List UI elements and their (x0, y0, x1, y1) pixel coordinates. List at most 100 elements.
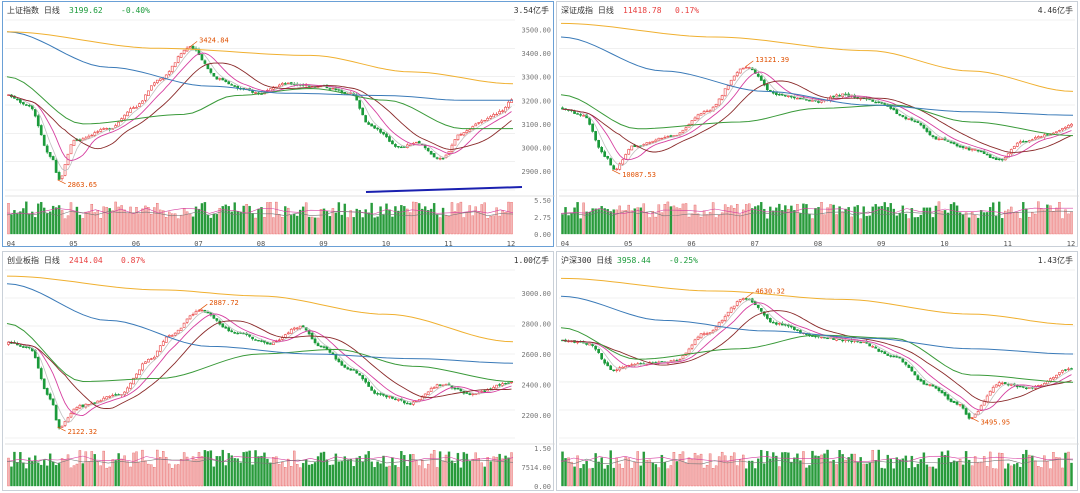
volume-bar (814, 455, 817, 487)
month-tick-label: 09 (877, 240, 885, 248)
volume-bar (138, 462, 141, 487)
volume-bar (242, 205, 245, 235)
volume-bar (841, 454, 844, 487)
volume-bar (597, 209, 600, 235)
candle-body (224, 326, 228, 329)
volume-bar (66, 215, 70, 235)
volume-bar (1052, 452, 1055, 487)
candle-body (99, 129, 103, 132)
volume-bar (645, 460, 649, 487)
candle-body (907, 118, 911, 120)
candle-body (774, 92, 778, 95)
chart-panel-szse-component[interactable]: 深证成指 日线 11418.78 0.17% 4.46亿手 13121.39 10087.… (556, 1, 1079, 248)
candle-body (212, 73, 216, 77)
candle-body (394, 144, 397, 147)
candle-body (777, 322, 781, 325)
candle-body (114, 394, 117, 396)
volume-bar (609, 450, 612, 487)
candle-body (426, 148, 430, 152)
candle-body (313, 338, 317, 344)
volume-bar (1028, 454, 1031, 487)
candle-body (269, 88, 272, 92)
volume-bar (573, 466, 576, 487)
candle-body (777, 93, 781, 96)
candle-body (254, 339, 257, 341)
candle-body (841, 339, 844, 342)
y-tick-label: 3500.00 (521, 26, 551, 34)
volume-bar (1067, 213, 1070, 235)
volume-bar (293, 450, 296, 487)
candle-body (588, 343, 591, 346)
candle-body (227, 81, 231, 85)
volume-bar (34, 455, 37, 487)
volume-bar (907, 218, 911, 235)
volume-bar (477, 458, 480, 487)
candle-body (358, 100, 362, 109)
candle-body (254, 92, 257, 94)
candle-body (96, 131, 100, 133)
candle-body (453, 139, 457, 146)
candle-body (627, 149, 631, 155)
candle-body (702, 111, 706, 114)
candle-body (286, 332, 290, 335)
volume-bar (10, 466, 13, 487)
candle-body (1000, 382, 1004, 385)
volume-bar (1004, 468, 1007, 487)
volume-bar (209, 217, 213, 235)
candle-body (278, 339, 281, 341)
volume-bar (787, 452, 790, 487)
candle-body (612, 369, 616, 372)
volume-tick-label: 1.50 (534, 445, 551, 453)
candle-body (997, 158, 1001, 160)
chart-panel-chinext[interactable]: 创业板指 日线 2414.04 0.87% 1.00亿手 3000.00 2800.00 2… (2, 251, 555, 491)
candle-body (714, 326, 718, 331)
volume-bar (245, 203, 248, 235)
candle-body (465, 130, 469, 134)
volume-bar (1022, 454, 1025, 487)
volume-bar (681, 203, 685, 235)
volume-bar (1007, 209, 1010, 235)
candle-body (732, 305, 736, 309)
candle-body (723, 316, 727, 321)
month-tick-label: 08 (257, 240, 265, 248)
candle-body (120, 118, 123, 122)
candle-body (684, 127, 688, 131)
volume-bar (218, 207, 222, 235)
volume-bar (99, 465, 102, 487)
volume-bar (726, 460, 730, 487)
volume-bar (310, 464, 314, 487)
volume-bar (376, 461, 379, 487)
chart-panel-sse-composite[interactable]: 上证指数 日线 3199.62 -0.40% 3.54亿手 3500.00 3400.00… (2, 1, 555, 248)
volume-bar (898, 459, 902, 487)
candle-body (105, 396, 109, 400)
ma120-line (6, 31, 513, 101)
volume-bar (811, 450, 814, 487)
volume-bar (988, 207, 992, 235)
volume-bar (823, 214, 826, 235)
volume-bar (913, 467, 917, 487)
candle-body (597, 349, 601, 353)
volume-bar (284, 467, 287, 487)
volume-bar (1019, 466, 1022, 487)
volume-bar (337, 461, 341, 487)
volume-bar (388, 465, 391, 487)
candle-body (367, 122, 370, 125)
volume-bar (370, 202, 373, 235)
volume-bar (165, 216, 168, 235)
candle-body (170, 335, 174, 337)
volume-bar (925, 464, 929, 487)
candle-body (880, 350, 884, 353)
volume-bar (796, 204, 799, 235)
volume-bar (624, 209, 627, 235)
volume-bar (796, 453, 799, 487)
candle-body (934, 136, 938, 140)
volume-bar (630, 467, 633, 487)
volume-bar (579, 468, 582, 487)
volume-bar (81, 218, 85, 235)
volume-bar (958, 212, 962, 235)
chart-panel-csi300[interactable]: 沪深300 日线 3958.44 -0.25% 1.43亿手 4630.32 3495.9… (556, 251, 1079, 491)
candle-body (269, 343, 272, 345)
candle-body (388, 395, 391, 398)
volume-bar (45, 465, 49, 487)
volume-bar (582, 202, 585, 235)
